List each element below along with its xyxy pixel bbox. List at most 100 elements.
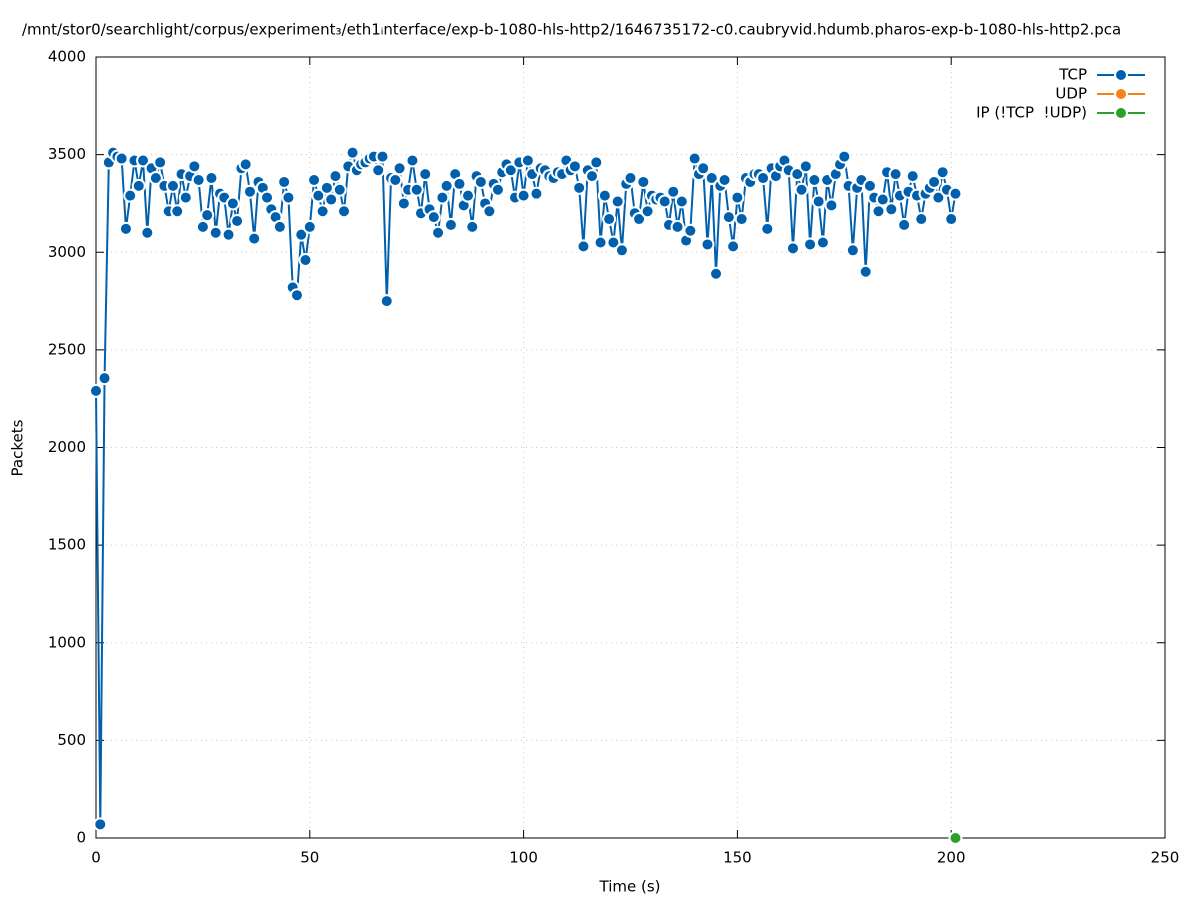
data-point	[798, 159, 813, 174]
data-point	[225, 196, 240, 211]
data-point	[208, 225, 223, 240]
data-point	[388, 173, 403, 188]
y-tick-label: 2000	[48, 438, 86, 456]
data-point	[170, 204, 185, 219]
data-point	[529, 186, 544, 201]
data-point	[242, 184, 257, 199]
data-point	[585, 169, 600, 184]
data-point	[443, 217, 458, 232]
y-tick-label: 4000	[48, 48, 86, 66]
data-point	[948, 186, 963, 201]
data-point	[888, 167, 903, 182]
x-axis-label: Time (s)	[599, 878, 661, 896]
data-point	[371, 163, 386, 178]
data-point	[439, 178, 454, 193]
data-point	[614, 243, 629, 258]
data-point	[567, 159, 582, 174]
y-tick-label: 0	[76, 829, 86, 847]
data-point	[606, 235, 621, 250]
data-point	[260, 190, 275, 205]
data-point	[516, 188, 531, 203]
data-point	[815, 235, 830, 250]
legend-label: IP (!TCP !UDP)	[976, 104, 1087, 122]
data-point	[602, 212, 617, 227]
data-point	[140, 225, 155, 240]
data-point	[375, 149, 390, 164]
data-point	[97, 371, 112, 386]
y-tick-label: 1500	[48, 536, 86, 554]
data-point	[328, 169, 343, 184]
data-point	[426, 210, 441, 225]
data-point	[503, 163, 518, 178]
data-point	[319, 180, 334, 195]
data-point	[572, 180, 587, 195]
data-point	[392, 161, 407, 176]
data-point	[272, 219, 287, 234]
data-point	[717, 173, 732, 188]
y-axis-label: Packets	[9, 419, 27, 476]
x-tick-label: 200	[937, 849, 966, 867]
data-point	[636, 174, 651, 189]
data-point	[89, 383, 103, 398]
data-point	[473, 174, 488, 189]
data-point	[230, 214, 245, 229]
data-point	[730, 190, 745, 205]
data-point	[905, 169, 920, 184]
data-point	[315, 204, 330, 219]
data-point	[490, 182, 505, 197]
data-point	[118, 221, 133, 236]
data-point	[281, 190, 296, 205]
data-point	[435, 190, 450, 205]
data-point	[409, 182, 424, 197]
data-point	[593, 235, 608, 250]
data-point	[379, 294, 394, 309]
data-point	[345, 145, 360, 160]
data-point	[884, 202, 899, 217]
data-point	[837, 149, 852, 164]
data-point	[871, 204, 886, 219]
data-point	[191, 173, 206, 188]
data-point	[794, 182, 809, 197]
data-point	[396, 196, 411, 211]
data-point	[148, 171, 163, 186]
data-point	[247, 231, 262, 246]
data-point	[178, 190, 193, 205]
data-point	[418, 167, 433, 182]
data-point	[324, 192, 339, 207]
data-point	[948, 831, 963, 845]
data-point	[734, 212, 749, 227]
data-point	[803, 237, 818, 252]
data-point	[289, 288, 304, 303]
data-point	[131, 178, 146, 193]
data-point	[204, 171, 219, 186]
data-point	[824, 198, 839, 213]
data-point	[93, 817, 108, 832]
data-point	[845, 243, 860, 258]
data-point	[674, 194, 689, 209]
data-point	[337, 204, 352, 219]
data-point	[623, 171, 638, 186]
data-point	[465, 219, 480, 234]
data-point	[277, 174, 292, 189]
data-point	[931, 190, 946, 205]
data-point	[666, 184, 681, 199]
data-point	[914, 212, 929, 227]
data-point	[670, 219, 685, 234]
y-tick-label: 2500	[48, 340, 86, 358]
data-point	[640, 204, 655, 219]
data-point	[294, 227, 309, 242]
x-tick-label: 0	[91, 849, 101, 867]
data-point	[431, 225, 446, 240]
data-point	[461, 188, 476, 203]
data-point	[897, 217, 912, 232]
y-tick-label: 500	[57, 731, 86, 749]
data-point	[136, 153, 151, 168]
data-point	[589, 155, 604, 170]
data-point	[700, 237, 715, 252]
data-point	[657, 194, 672, 209]
data-point	[576, 239, 591, 254]
data-point	[811, 194, 826, 209]
data-point	[807, 173, 822, 188]
data-point	[687, 151, 702, 166]
